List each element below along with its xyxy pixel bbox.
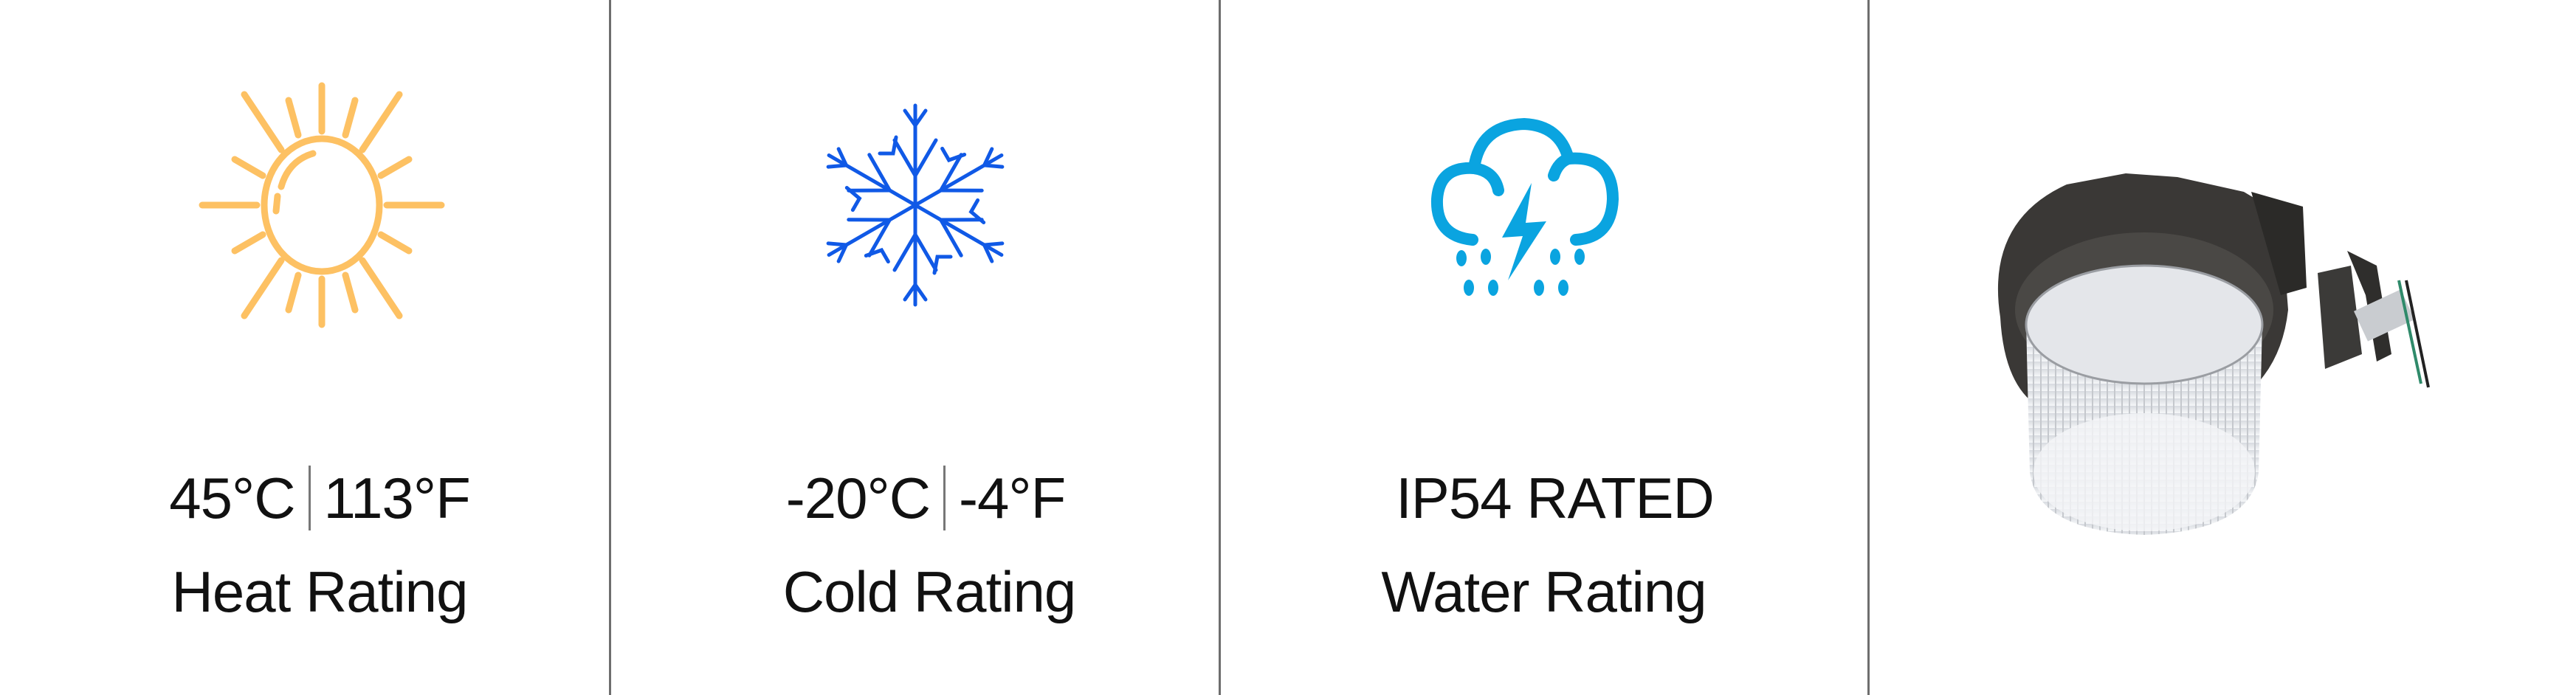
water-rating-value: IP54 RATED: [1396, 465, 1715, 530]
water-rating-label: Water Rating: [1381, 559, 1707, 624]
heat-rating-value: 45°C 113°F: [0, 461, 610, 535]
sun-icon: [199, 82, 445, 328]
cold-rating-label: Cold Rating: [782, 559, 1077, 624]
product-image: [1997, 173, 2430, 535]
heat-fahrenheit: 113°F: [323, 465, 471, 530]
heat-celsius: 45°C: [169, 465, 295, 530]
cold-celsius: -20°C: [785, 465, 931, 530]
value-separator: [943, 466, 946, 530]
divider: [1219, 0, 1221, 695]
cold-fahrenheit: -4°F: [959, 465, 1066, 530]
value-separator: [308, 466, 311, 530]
storm-cloud-icon: [1430, 117, 1619, 296]
divider: [1867, 0, 1870, 695]
snowflake-icon: [812, 103, 1019, 308]
divider: [609, 0, 611, 695]
heat-rating-label: Heat Rating: [171, 559, 469, 624]
cold-rating-value: -20°C -4°F: [610, 461, 1219, 535]
